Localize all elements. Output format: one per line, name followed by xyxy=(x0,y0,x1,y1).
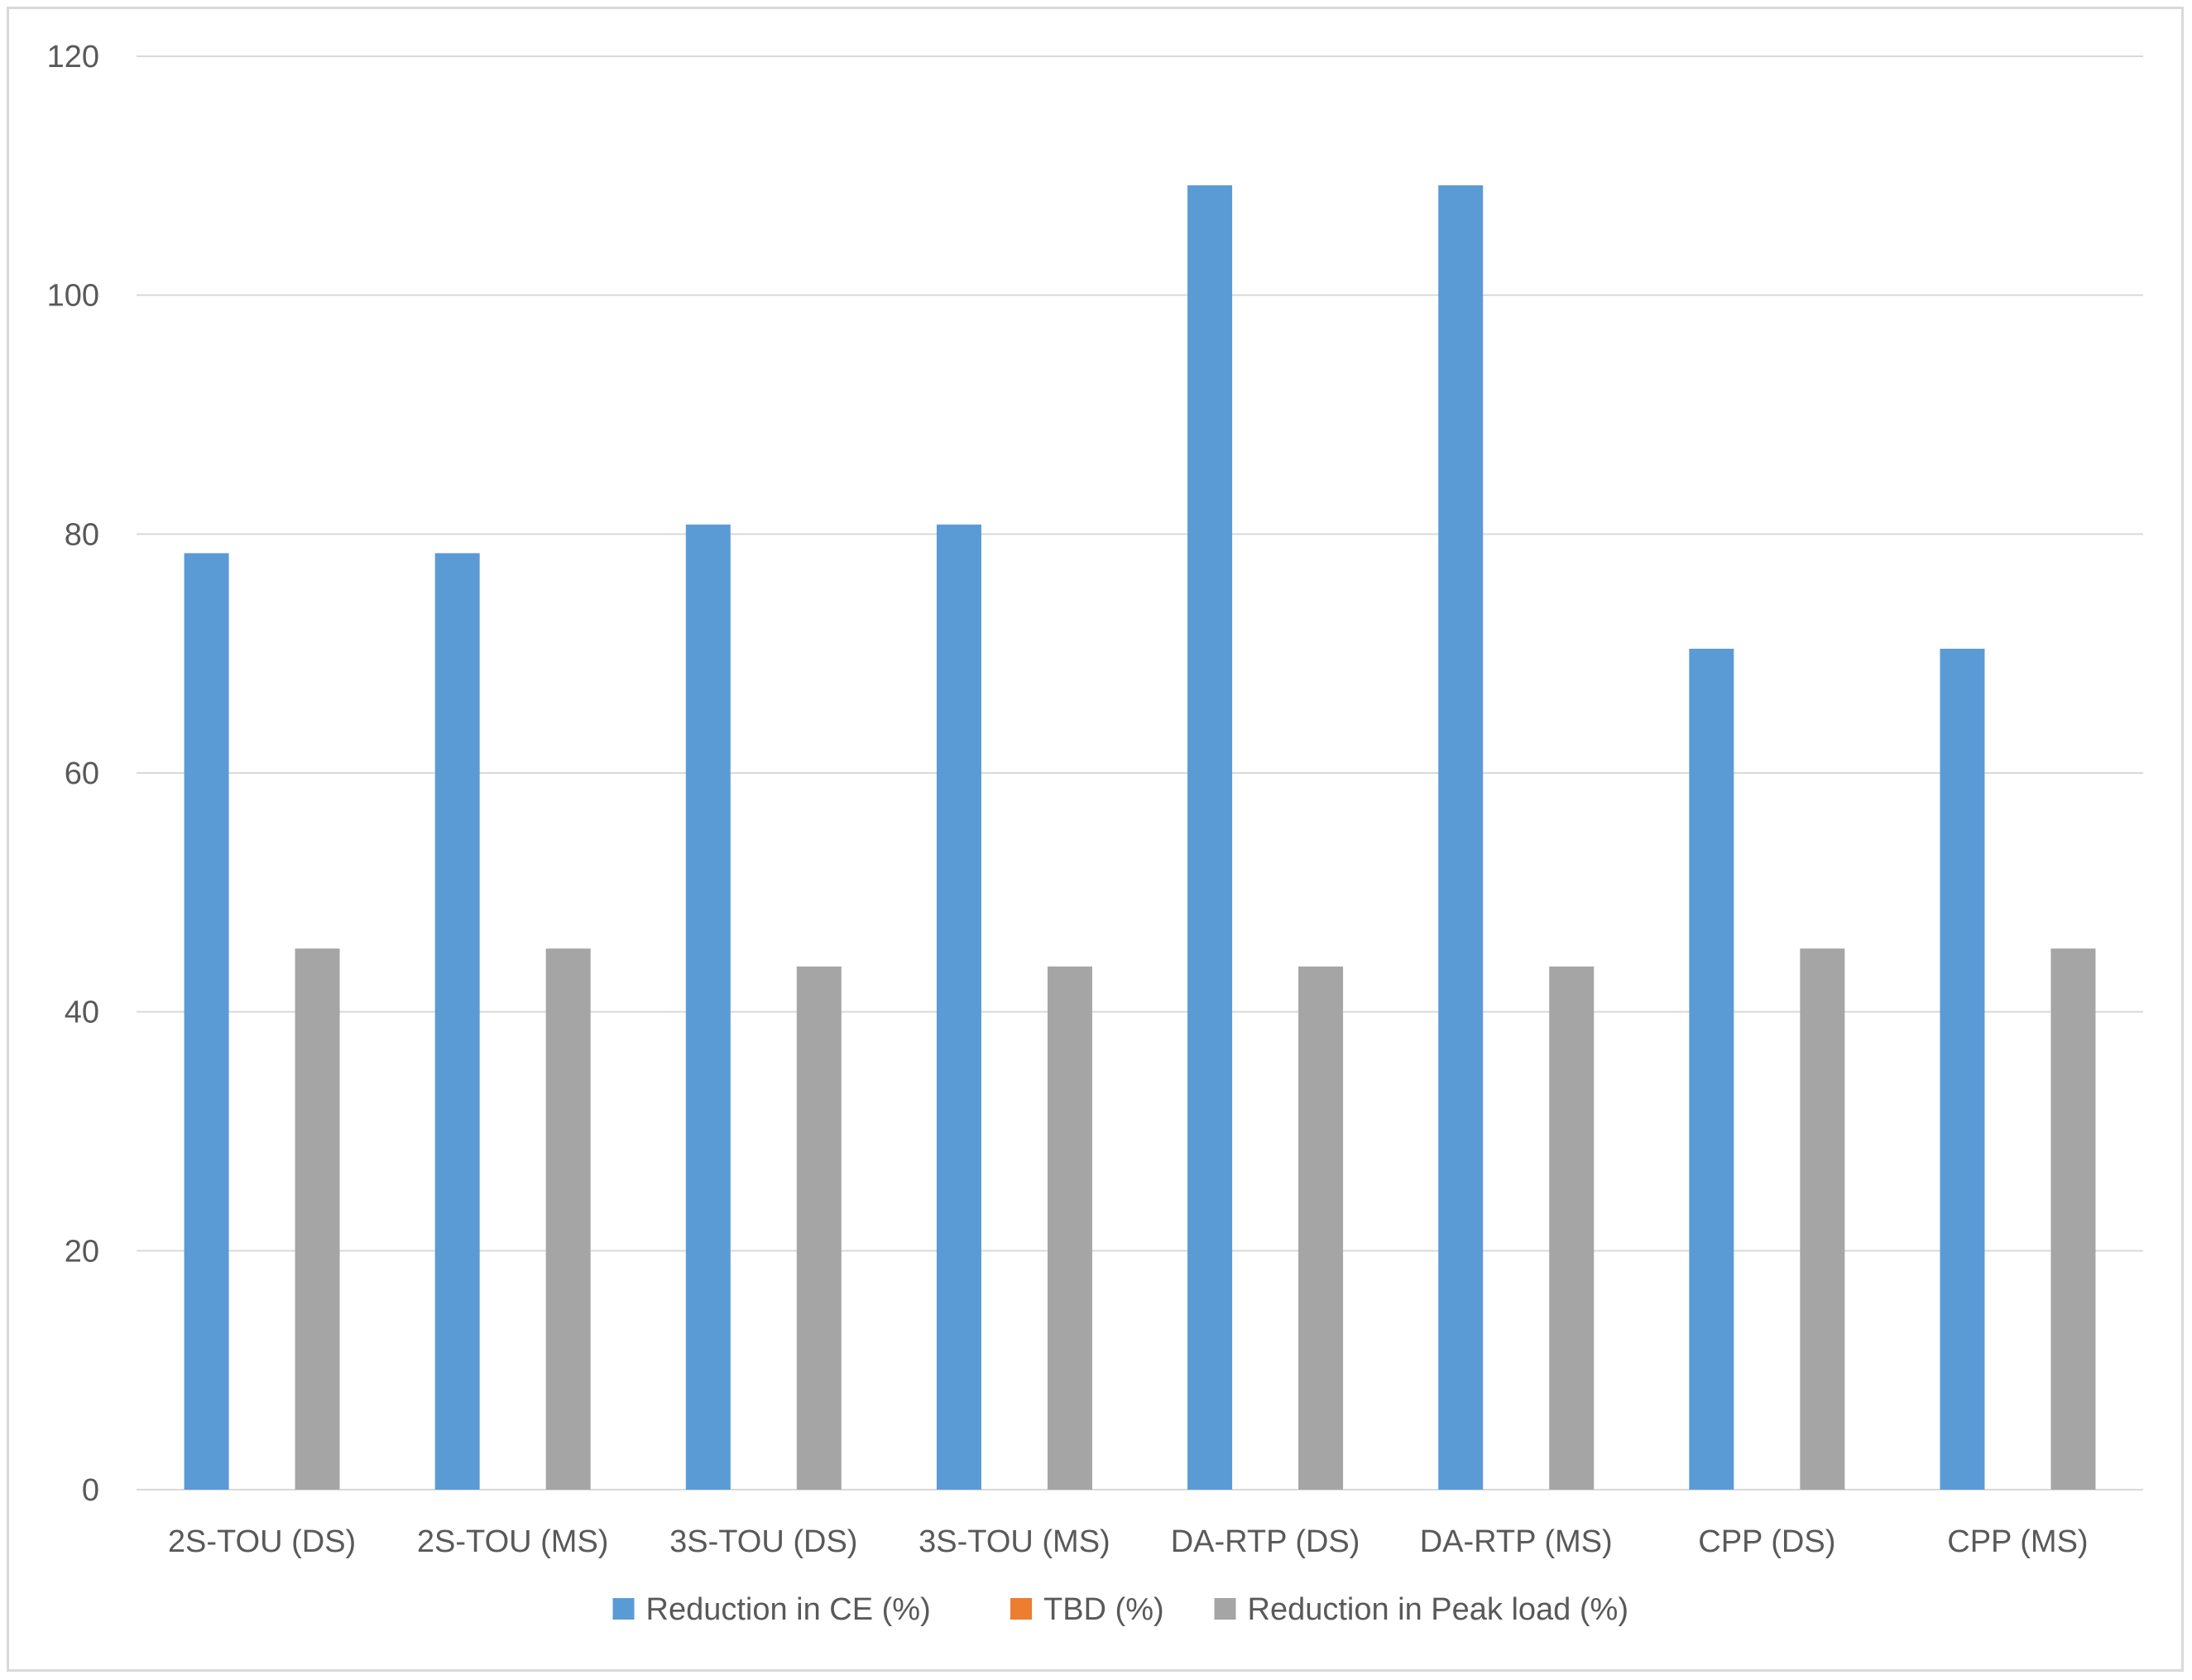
bar-reduction-ce xyxy=(1438,185,1484,1490)
legend-label: Reduction in Peak load (%) xyxy=(1248,1592,1628,1627)
bar-reduction-peak-load xyxy=(545,948,591,1490)
x-tick-label: CPP (MS) xyxy=(1947,1524,2088,1559)
bar-reduction-ce xyxy=(1689,648,1734,1490)
y-axis-tick-labels: 0 20 40 60 80 100 120 xyxy=(47,40,99,1508)
bar-reduction-peak-load xyxy=(796,966,842,1490)
x-tick-label: 2S-TOU (DS) xyxy=(168,1524,356,1559)
x-tick-label: DA-RTP (MS) xyxy=(1420,1524,1613,1559)
y-tick-label: 0 xyxy=(82,1473,99,1508)
legend-label: TBD (%) xyxy=(1043,1592,1164,1627)
x-tick-label: 3S-TOU (MS) xyxy=(919,1524,1110,1559)
bar-reduction-peak-load xyxy=(1800,948,1845,1490)
x-tick-label: DA-RTP (DS) xyxy=(1171,1524,1360,1559)
legend-swatch xyxy=(612,1598,635,1620)
bars xyxy=(184,185,2096,1490)
legend-item: TBD (%) xyxy=(1010,1592,1164,1627)
legend-item: Reduction in CE (%) xyxy=(612,1592,931,1627)
x-tick-label: 3S-TOU (DS) xyxy=(669,1524,857,1559)
bar-reduction-ce xyxy=(434,553,480,1490)
legend: Reduction in CE (%) TBD (%) Reduction in P… xyxy=(612,1592,1628,1627)
x-axis-tick-labels: 2S-TOU (DS) 2S-TOU (MS) 3S-TOU (DS) 3S-TOU … xyxy=(168,1524,2089,1559)
legend-label: Reduction in CE (%) xyxy=(646,1592,931,1627)
y-tick-label: 20 xyxy=(65,1234,99,1269)
x-tick-label: CPP (DS) xyxy=(1698,1524,1835,1559)
legend-item: Reduction in Peak load (%) xyxy=(1214,1592,1628,1627)
bar-reduction-peak-load xyxy=(295,948,340,1490)
y-tick-label: 40 xyxy=(65,996,99,1030)
bar-reduction-peak-load xyxy=(1047,966,1092,1490)
bar-reduction-ce xyxy=(1187,185,1233,1490)
bar-reduction-ce xyxy=(1940,648,1985,1490)
bar-reduction-ce xyxy=(685,524,731,1490)
bar-reduction-peak-load xyxy=(1298,966,1344,1490)
y-tick-label: 60 xyxy=(65,756,99,791)
x-tick-label: 2S-TOU (MS) xyxy=(417,1524,609,1559)
y-tick-label: 100 xyxy=(47,279,99,314)
y-tick-label: 80 xyxy=(65,517,99,552)
bar-reduction-ce xyxy=(936,524,981,1490)
y-tick-label: 120 xyxy=(47,40,99,74)
legend-swatch xyxy=(1010,1598,1032,1620)
legend-swatch xyxy=(1214,1598,1236,1620)
bar-reduction-peak-load xyxy=(2051,948,2096,1490)
bar-reduction-peak-load xyxy=(1549,966,1595,1490)
bar-reduction-ce xyxy=(184,553,229,1490)
